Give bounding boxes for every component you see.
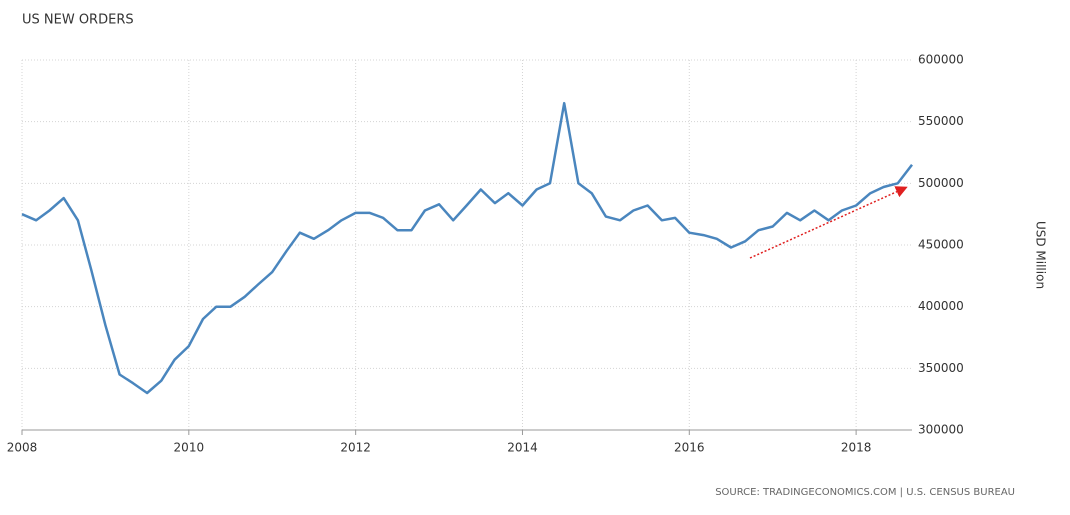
source: SOURCE: TRADINGECONOMICS.COM | U.S. CENS… [715,487,1015,498]
x-tick-label: 2018 [841,441,872,455]
x-tick-label: 2012 [340,441,371,455]
trend-arrow [749,186,908,259]
y-tick-label: 400000 [918,299,964,313]
x-tick-label: 2010 [174,441,205,455]
y-tick-label: 550000 [918,114,964,128]
y-tick-label: 450000 [918,238,964,252]
y-axis-label: USD Million [1034,221,1048,289]
y-tick-label: 300000 [918,423,964,437]
y-tick-label: 600000 [918,53,964,67]
y-tick-label: 350000 [918,361,964,375]
data-line [21,101,913,395]
chart-title: US NEW ORDERS [22,13,134,28]
x-tick-label: 2008 [7,441,38,455]
x-tick-label: 2016 [674,441,705,455]
x-tick-label: 2014 [507,441,538,455]
y-tick-label: 500000 [918,176,964,190]
